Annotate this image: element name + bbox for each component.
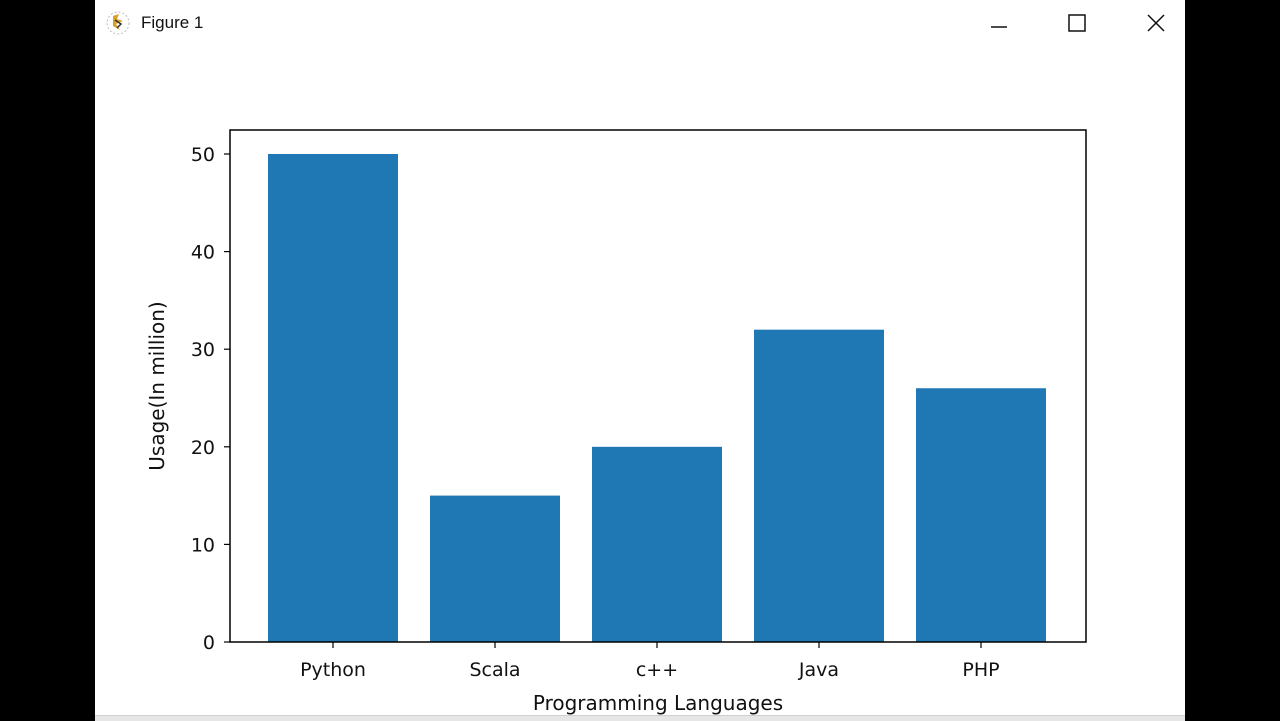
x-tick-label: Python [300, 659, 366, 681]
x-axis-label: Programming Languages [533, 691, 783, 715]
bar-python [268, 154, 398, 642]
plot-frame [229, 129, 1087, 643]
maximize-icon [1068, 14, 1086, 32]
close-button[interactable] [1136, 8, 1176, 38]
minimize-button[interactable] [979, 8, 1019, 38]
x-axis-ticks: Python Scala c++ Java PHP [300, 642, 1000, 681]
title-bar[interactable]: Figure 1 [95, 0, 1185, 46]
minimize-icon [991, 26, 1007, 28]
y-tick-label: 30 [191, 339, 215, 361]
x-tick-label: Java [798, 659, 839, 681]
y-axis-ticks: 0 10 20 30 40 50 [191, 144, 230, 654]
y-tick-label: 20 [191, 437, 215, 459]
maximize-button[interactable] [1057, 8, 1097, 38]
window-title: Figure 1 [141, 13, 204, 32]
y-tick-label: 50 [191, 144, 215, 166]
y-tick-label: 10 [191, 534, 215, 556]
y-tick-label: 0 [203, 632, 215, 654]
close-icon [1147, 14, 1165, 32]
bar-php [916, 388, 1046, 642]
x-tick-label: PHP [962, 659, 999, 681]
y-axis-label: Usage(In million) [145, 301, 169, 470]
matplotlib-icon [106, 11, 130, 35]
bar-cpp [592, 446, 722, 642]
bar-scala [430, 495, 560, 642]
y-tick-label: 40 [191, 242, 215, 264]
window-bottom-edge [95, 715, 1185, 721]
figure-window: Figure 1 0 10 20 30 40 50 Python Scala c++ Java P… [95, 0, 1185, 721]
bars-group [268, 154, 1046, 642]
bar-chart: 0 10 20 30 40 50 Python Scala c++ Java PHP Progra… [145, 129, 1087, 715]
bar-java [754, 329, 884, 642]
x-tick-label: c++ [636, 659, 678, 681]
x-tick-label: Scala [469, 659, 520, 681]
